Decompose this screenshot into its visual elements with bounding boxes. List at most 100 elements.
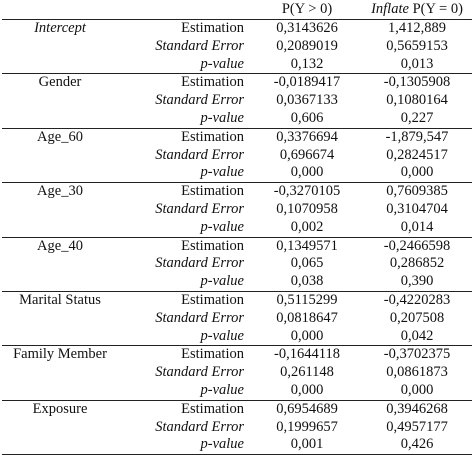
variable-name: Age_40 (37, 237, 83, 254)
positive-part-value: 0,696674 (279, 146, 335, 163)
variable-group: Family Member Estimation -0,1644118 -0,3702… (2, 346, 472, 401)
variable-name (2, 219, 118, 237)
table-row: Standard Error 0,2089019 0,5659153 (2, 38, 472, 56)
statistic-label: Standard Error (155, 146, 244, 163)
table-row: Marital Status Estimation 0,5115299 -0,4220… (2, 292, 472, 310)
table-row: Standard Error 0,1070958 0,3104704 (2, 201, 472, 219)
variable-group: Marital Status Estimation 0,5115299 -0,4220… (2, 292, 472, 347)
header-inflate-part: Inflate P(Y = 0) (362, 0, 472, 19)
inflate-part-value: 0,7609385 (386, 183, 448, 200)
variable-name: Gender (38, 74, 82, 91)
variable-name (2, 273, 118, 291)
variable-name (2, 38, 118, 56)
variable-name: Intercept (34, 20, 86, 36)
table-row: Standard Error 0,261148 0,0861873 (2, 364, 472, 382)
inflate-part-value: 0,014 (400, 218, 434, 235)
statistic-label: Estimation (181, 74, 244, 91)
statistic-label: p-value (200, 55, 244, 72)
positive-part-value: 0,000 (290, 164, 324, 181)
positive-part-value: 0,0818647 (276, 309, 338, 326)
variable-name (2, 92, 118, 110)
table-row: Gender Estimation -0,0189417 -0,1305908 (2, 74, 472, 92)
positive-part-value: 0,000 (290, 327, 324, 344)
positive-part-value: 0,261148 (280, 364, 334, 381)
variable-name (2, 164, 118, 182)
table-row: p-value 0,000 0,000 (2, 164, 472, 182)
inflate-part-value: 0,3946268 (386, 400, 448, 417)
statistic-label: Standard Error (155, 418, 244, 435)
inflate-part-value: 0,3104704 (386, 200, 448, 217)
statistic-label: Estimation (181, 183, 244, 200)
statistic-label: Standard Error (155, 37, 244, 54)
variable-name (2, 110, 118, 128)
positive-part-value: 0,2089019 (276, 37, 338, 54)
inflate-part-value: 0,2824517 (386, 146, 448, 163)
variable-group: Age_60 Estimation 0,3376694 -1,879,547 Stand… (2, 129, 472, 184)
positive-part-value: 0,606 (290, 109, 324, 126)
inflate-part-value: 0,5659153 (386, 37, 448, 54)
variable-name (2, 419, 118, 437)
positive-part-value: 0,002 (290, 218, 324, 235)
table-row: Exposure Estimation 0,6954689 0,3946268 (2, 401, 472, 419)
inflate-part-value: 0,000 (400, 381, 434, 398)
positive-part-value: 0,000 (290, 381, 324, 398)
inflate-part-value: 0,286852 (389, 255, 445, 272)
positive-part-value: 0,001 (290, 436, 324, 453)
table-row: Standard Error 0,1999657 0,4957177 (2, 419, 472, 437)
header-positive-part: P(Y > 0) (281, 1, 333, 17)
inflate-part-value: 0,042 (400, 327, 434, 344)
positive-part-value: 0,1999657 (276, 418, 338, 435)
table-row: Standard Error 0,696674 0,2824517 (2, 147, 472, 165)
inflate-part-value: -0,3702375 (383, 346, 451, 363)
positive-part-value: 0,038 (290, 273, 324, 290)
inflate-part-value: 0,426 (400, 436, 434, 453)
positive-part-value: -0,1644118 (274, 346, 340, 363)
inflate-part-value: 0,0861873 (386, 364, 448, 381)
table-row: p-value 0,001 0,426 (2, 436, 472, 454)
table-row: p-value 0,000 0,000 (2, 382, 472, 400)
statistic-label: Standard Error (155, 200, 244, 217)
inflate-part-value: 0,013 (400, 55, 434, 72)
table-row: Standard Error 0,0818647 0,207508 (2, 310, 472, 328)
variable-name: Age_30 (37, 183, 83, 200)
variable-name: Exposure (32, 400, 88, 417)
table-row: Age_60 Estimation 0,3376694 -1,879,547 (2, 129, 472, 147)
variable-group: Gender Estimation -0,0189417 -0,1305908 Stan… (2, 74, 472, 129)
table-header: P(Y > 0) Inflate P(Y = 0) (2, 0, 472, 20)
table-row: Family Member Estimation -0,1644118 -0,3702… (2, 346, 472, 364)
table-row: p-value 0,038 0,390 (2, 273, 472, 291)
positive-part-value: 0,5115299 (276, 291, 338, 308)
positive-part-value: 0,3376694 (276, 128, 338, 145)
statistic-label: Estimation (181, 346, 244, 363)
table-row: Intercept Estimation 0,3143626 1,412,889 (2, 20, 472, 38)
inflate-part-value: -0,1305908 (383, 74, 451, 91)
positive-part-value: 0,065 (290, 255, 324, 272)
statistic-label: Standard Error (155, 364, 244, 381)
variable-name (2, 364, 118, 382)
header-statistic (118, 0, 252, 19)
statistic-label: Standard Error (155, 309, 244, 326)
statistic-label: Estimation (181, 128, 244, 145)
variable-name (2, 310, 118, 328)
variable-name: Age_60 (37, 128, 83, 145)
variable-name (2, 328, 118, 346)
inflate-part-value: 0,4957177 (386, 418, 448, 435)
statistic-label: Estimation (181, 291, 244, 308)
positive-part-value: 0,1070958 (276, 200, 338, 217)
positive-part-value: 0,0367133 (276, 92, 338, 109)
statistic-label: Estimation (181, 237, 244, 254)
inflate-part-value: 0,390 (400, 273, 434, 290)
positive-part-value: 0,1349571 (276, 237, 338, 254)
variable-group: Age_40 Estimation 0,1349571 -0,2466598 Stand… (2, 238, 472, 292)
table-row: Age_40 Estimation 0,1349571 -0,2466598 (2, 238, 472, 256)
statistic-label: p-value (200, 436, 244, 453)
table-row: p-value 0,000 0,042 (2, 328, 472, 346)
positive-part-value: -0,0189417 (273, 74, 341, 91)
table-row: p-value 0,002 0,014 (2, 219, 472, 237)
statistic-label: Standard Error (155, 255, 244, 272)
positive-part-value: 0,3143626 (276, 20, 338, 36)
inflate-part-value: 0,207508 (389, 309, 445, 326)
variable-group: Age_30 Estimation -0,3270105 0,7609385 Stand… (2, 183, 472, 238)
inflate-part-value: -0,2466598 (383, 237, 451, 254)
